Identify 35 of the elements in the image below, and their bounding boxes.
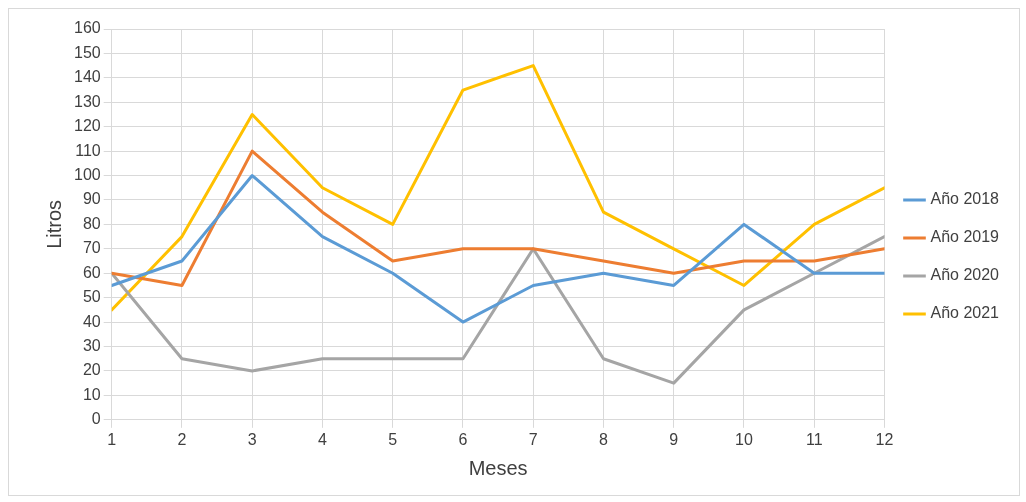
x-tick-label: 2 bbox=[177, 430, 187, 448]
x-tick-label: 9 bbox=[669, 430, 679, 448]
y-tick-label: 10 bbox=[82, 385, 101, 403]
x-tick-label: 10 bbox=[735, 430, 753, 448]
y-tick-label: 20 bbox=[82, 361, 101, 379]
y-axis-title: Litros bbox=[42, 199, 65, 249]
y-tick-label: 40 bbox=[82, 312, 101, 330]
y-tick-label: 80 bbox=[82, 214, 101, 232]
y-tick-label: 70 bbox=[82, 239, 101, 257]
x-axis-title: Meses bbox=[468, 456, 528, 479]
x-tick-label: 7 bbox=[528, 430, 538, 448]
y-tick-label: 150 bbox=[73, 43, 101, 61]
legend-label: Año 2020 bbox=[930, 266, 1000, 284]
legend-label: Año 2021 bbox=[930, 304, 1000, 322]
legend-label: Año 2019 bbox=[930, 228, 1000, 246]
y-tick-label: 90 bbox=[82, 190, 101, 208]
x-tick-label: 4 bbox=[318, 430, 327, 448]
y-tick-label: 50 bbox=[82, 288, 101, 306]
y-tick-label: 140 bbox=[73, 68, 101, 86]
y-tick-label: 100 bbox=[73, 165, 101, 183]
y-tick-label: 160 bbox=[73, 19, 101, 37]
x-tick-label: 3 bbox=[247, 430, 257, 448]
legend-label: Año 2018 bbox=[930, 190, 1000, 208]
x-tick-label: 11 bbox=[805, 430, 823, 448]
x-tick-label: 8 bbox=[599, 430, 609, 448]
x-tick-label: 5 bbox=[388, 430, 398, 448]
x-tick-label: 6 bbox=[458, 430, 468, 448]
y-tick-label: 0 bbox=[91, 410, 101, 428]
x-tick-label: 1 bbox=[107, 430, 117, 448]
y-tick-label: 60 bbox=[82, 263, 101, 281]
y-tick-label: 110 bbox=[75, 141, 101, 159]
y-tick-label: 120 bbox=[73, 117, 101, 135]
y-tick-label: 30 bbox=[82, 336, 101, 354]
y-tick-label: 130 bbox=[73, 92, 101, 110]
x-tick-label: 12 bbox=[875, 430, 894, 448]
